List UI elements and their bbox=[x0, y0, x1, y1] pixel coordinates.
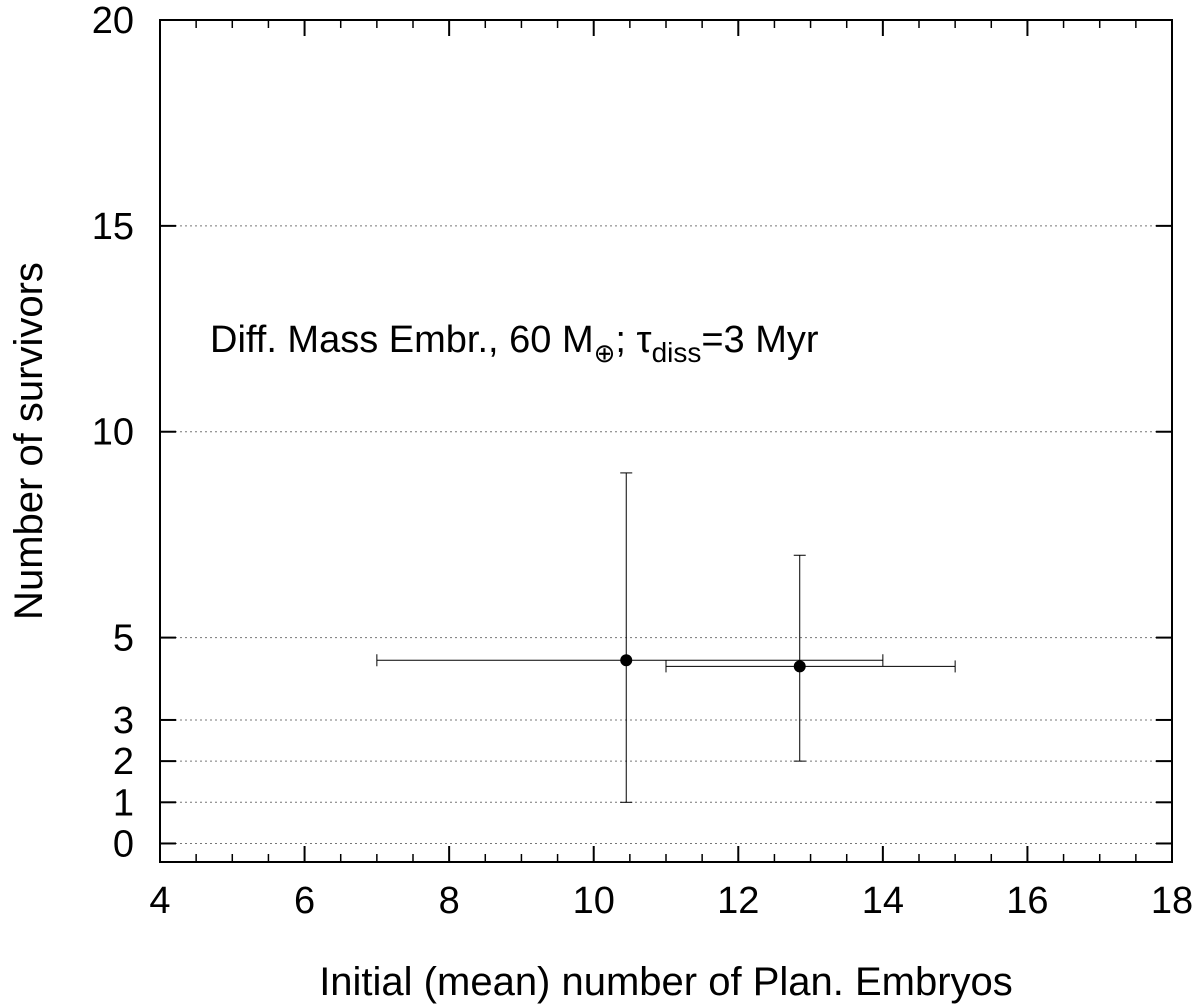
grid-lines bbox=[160, 225, 1172, 844]
x-tick-label: 10 bbox=[573, 880, 615, 922]
annotation-earth-symbol: ⊕ bbox=[594, 338, 616, 368]
major-ticks bbox=[159, 19, 1173, 862]
data-point bbox=[793, 660, 806, 673]
y-tick-label: 0 bbox=[113, 823, 134, 865]
x-tick-label: 12 bbox=[717, 880, 759, 922]
x-tick-label: 14 bbox=[862, 880, 904, 922]
annotation-sep: ; bbox=[615, 319, 636, 361]
y-tick-label: 2 bbox=[113, 741, 134, 783]
x-tick-label: 8 bbox=[439, 880, 460, 922]
annotation-tau: τ bbox=[637, 319, 652, 361]
data-point bbox=[620, 654, 633, 667]
plot-frame bbox=[159, 19, 1173, 863]
x-axis-label: Initial (mean) number of Plan. Embryos bbox=[319, 960, 1013, 1004]
x-tick-label: 18 bbox=[1151, 880, 1193, 922]
annotation-rest: =3 Myr bbox=[701, 319, 819, 361]
x-tick-labels: 4 6 8 10 12 14 16 18 bbox=[149, 880, 1193, 922]
annotation-tau-subscript: diss bbox=[652, 337, 702, 368]
data-points bbox=[620, 654, 806, 673]
y-tick-label: 5 bbox=[113, 618, 134, 660]
x-tick-label: 16 bbox=[1006, 880, 1048, 922]
y-tick-label: 20 bbox=[92, 0, 134, 42]
x-tick-label: 4 bbox=[149, 880, 170, 922]
y-tick-label: 3 bbox=[113, 700, 134, 742]
x-tick-label: 6 bbox=[294, 880, 315, 922]
y-tick-label: 15 bbox=[92, 206, 134, 248]
minor-ticks bbox=[195, 20, 1137, 862]
annotation: Diff. Mass Embr., 60 M⊕; τdiss=3 Myr bbox=[210, 319, 819, 368]
y-axis-label: Number of survivors bbox=[7, 262, 51, 620]
y-tick-label: 1 bbox=[113, 782, 134, 824]
annotation-main: Diff. Mass Embr., 60 M bbox=[210, 319, 594, 361]
y-tick-label: 10 bbox=[92, 412, 134, 454]
